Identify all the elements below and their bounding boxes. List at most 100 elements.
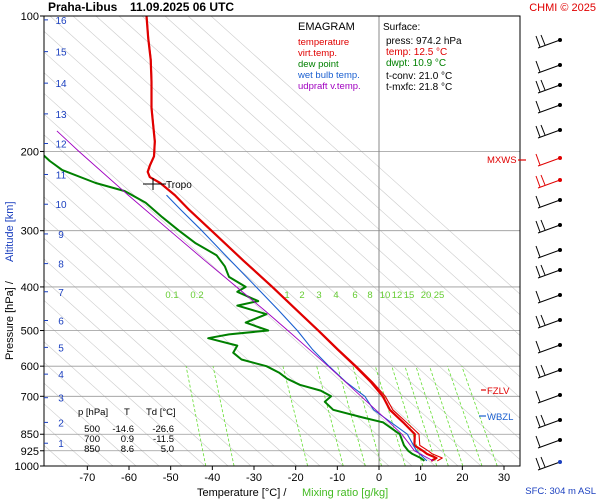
temperature-tick-label: 20 xyxy=(456,472,468,484)
wind-barb-dot xyxy=(558,293,562,297)
wind-barb xyxy=(535,153,562,167)
wind-barb-feather xyxy=(540,456,546,468)
temperature-tick-label: -30 xyxy=(246,472,262,484)
wind-barb-feather xyxy=(535,60,541,73)
legend-title: EMAGRAM xyxy=(298,21,355,33)
altitude-tick-label: 1 xyxy=(58,439,64,450)
wind-barb-feather xyxy=(540,124,546,136)
table-header-t: T xyxy=(124,407,130,418)
wind-barb xyxy=(535,364,562,379)
pressure-tick-label: 100 xyxy=(21,11,39,23)
x-axis-title-mixing: Mixing ratio [g/kg] xyxy=(302,487,388,499)
wind-barb-dot xyxy=(558,393,562,397)
dry-adiabat-line xyxy=(44,175,367,466)
wind-barb-feather xyxy=(535,435,541,448)
freezing-level-label: FZLV xyxy=(487,386,510,397)
grid-layer xyxy=(44,16,520,466)
wind-barb xyxy=(535,340,562,354)
wind-barb-feather xyxy=(535,340,541,353)
station-name: Praha-Libus xyxy=(48,0,118,14)
legend-item-virt-temp: virt.temp. xyxy=(298,48,337,59)
dry-adiabat-line xyxy=(44,72,482,466)
wind-barb-feather xyxy=(540,34,546,46)
wind-barb-shaft xyxy=(537,249,561,259)
wind-barb-feather xyxy=(535,415,541,428)
mixing-ratio-line xyxy=(447,366,483,466)
wind-barb-feather xyxy=(535,390,541,403)
wind-barb-feather xyxy=(535,153,541,166)
pressure-tick-label: 925 xyxy=(21,446,39,458)
wind-barb-dot xyxy=(558,63,562,67)
surface-info: Surface: press: 974.2 hPa temp: 12.5 °C … xyxy=(383,22,462,93)
copyright-credit: CHMI © 2025 xyxy=(529,2,596,14)
wind-barb-shaft xyxy=(537,439,561,449)
table-header-td: Td [°C] xyxy=(146,407,176,418)
table-cell: 850 xyxy=(84,444,100,455)
dry-adiabat-line xyxy=(210,16,520,295)
dry-adiabat-line xyxy=(44,113,436,466)
wind-barb xyxy=(535,414,562,429)
pressure-tick-label: 300 xyxy=(21,226,39,238)
dry-adiabat-line xyxy=(44,51,505,466)
wind-barb-shaft xyxy=(537,419,561,429)
pressure-tick-label: 200 xyxy=(21,146,39,158)
wind-barb-dot xyxy=(558,156,562,160)
dry-adiabat-line xyxy=(44,362,160,466)
y-axis-title-altitude: Altitude [km] xyxy=(4,201,16,262)
altitude-tick-label: 10 xyxy=(55,200,67,211)
wind-barb-shaft xyxy=(537,224,561,234)
wind-barb-dot xyxy=(558,128,562,132)
temperature-tick-label: -70 xyxy=(79,472,95,484)
mixing-ratio-line xyxy=(404,366,438,466)
mixing-ratio-line xyxy=(374,366,406,466)
wind-barb-dot xyxy=(558,248,562,252)
dry-adiabat-line xyxy=(44,30,520,461)
max-wind-label: MXWS xyxy=(487,155,517,166)
wind-barb-shaft xyxy=(537,199,561,209)
wind-barb-shaft xyxy=(537,179,561,189)
tropopause-marker: Tropo xyxy=(143,178,192,191)
wind-barb-feather xyxy=(535,245,541,258)
temperature-tick-label: 0 xyxy=(376,472,382,484)
level-table: p [hPa] T Td [°C] 500 -14.6 -26.6 700 0.… xyxy=(78,407,176,455)
wind-barb-feather xyxy=(540,79,546,91)
wind-barb xyxy=(535,264,562,279)
wind-barb-shaft xyxy=(537,64,561,74)
wind-barb xyxy=(535,390,562,404)
table-cell: 500 xyxy=(84,424,100,435)
wind-barb xyxy=(535,174,562,189)
mixing-ratio-label: 12 xyxy=(392,290,403,301)
wind-barb-feather xyxy=(540,364,546,376)
legend-item-wet-bulb: wet bulb temp. xyxy=(297,70,360,81)
wind-barb xyxy=(535,290,562,304)
wind-barb xyxy=(535,195,562,209)
wind-barb-feather xyxy=(540,314,546,326)
wind-barb-shaft xyxy=(537,104,561,114)
altitude-tick-label: 3 xyxy=(58,394,64,405)
wind-barb-feather xyxy=(535,125,541,138)
mixing-ratio-line xyxy=(185,366,207,466)
max-forecast-temperature: t-mxfc: 21.8 °C xyxy=(386,82,452,93)
wind-barb-shaft xyxy=(537,369,561,379)
wind-barb-feather xyxy=(535,35,541,48)
wind-barb-dot xyxy=(558,318,562,322)
wind-barb-shaft xyxy=(537,157,561,167)
mixing-ratio-label: 10 xyxy=(380,290,391,301)
surface-pressure: press: 974.2 hPa xyxy=(386,36,462,47)
x-axis-title-temperature: Temperature [°C] / xyxy=(197,487,287,499)
mixing-ratio-label: 1 xyxy=(284,290,289,301)
wind-barb xyxy=(535,219,562,234)
altitude-tick-label: 13 xyxy=(55,110,67,121)
temperature-tick-label: 30 xyxy=(498,472,510,484)
wind-barb-dot xyxy=(558,178,562,182)
wind-barb-dot xyxy=(558,418,562,422)
mixing-ratio-label: 25 xyxy=(434,290,445,301)
mixing-ratio-line xyxy=(212,366,235,466)
wind-barbs xyxy=(535,34,562,471)
wind-barb-shaft xyxy=(537,294,561,304)
tropopause-label: Tropo xyxy=(166,180,192,191)
mixing-ratio-label: 6 xyxy=(352,290,357,301)
altitude-tick-label: 8 xyxy=(58,260,64,271)
temperature-tick-label: 10 xyxy=(415,472,427,484)
